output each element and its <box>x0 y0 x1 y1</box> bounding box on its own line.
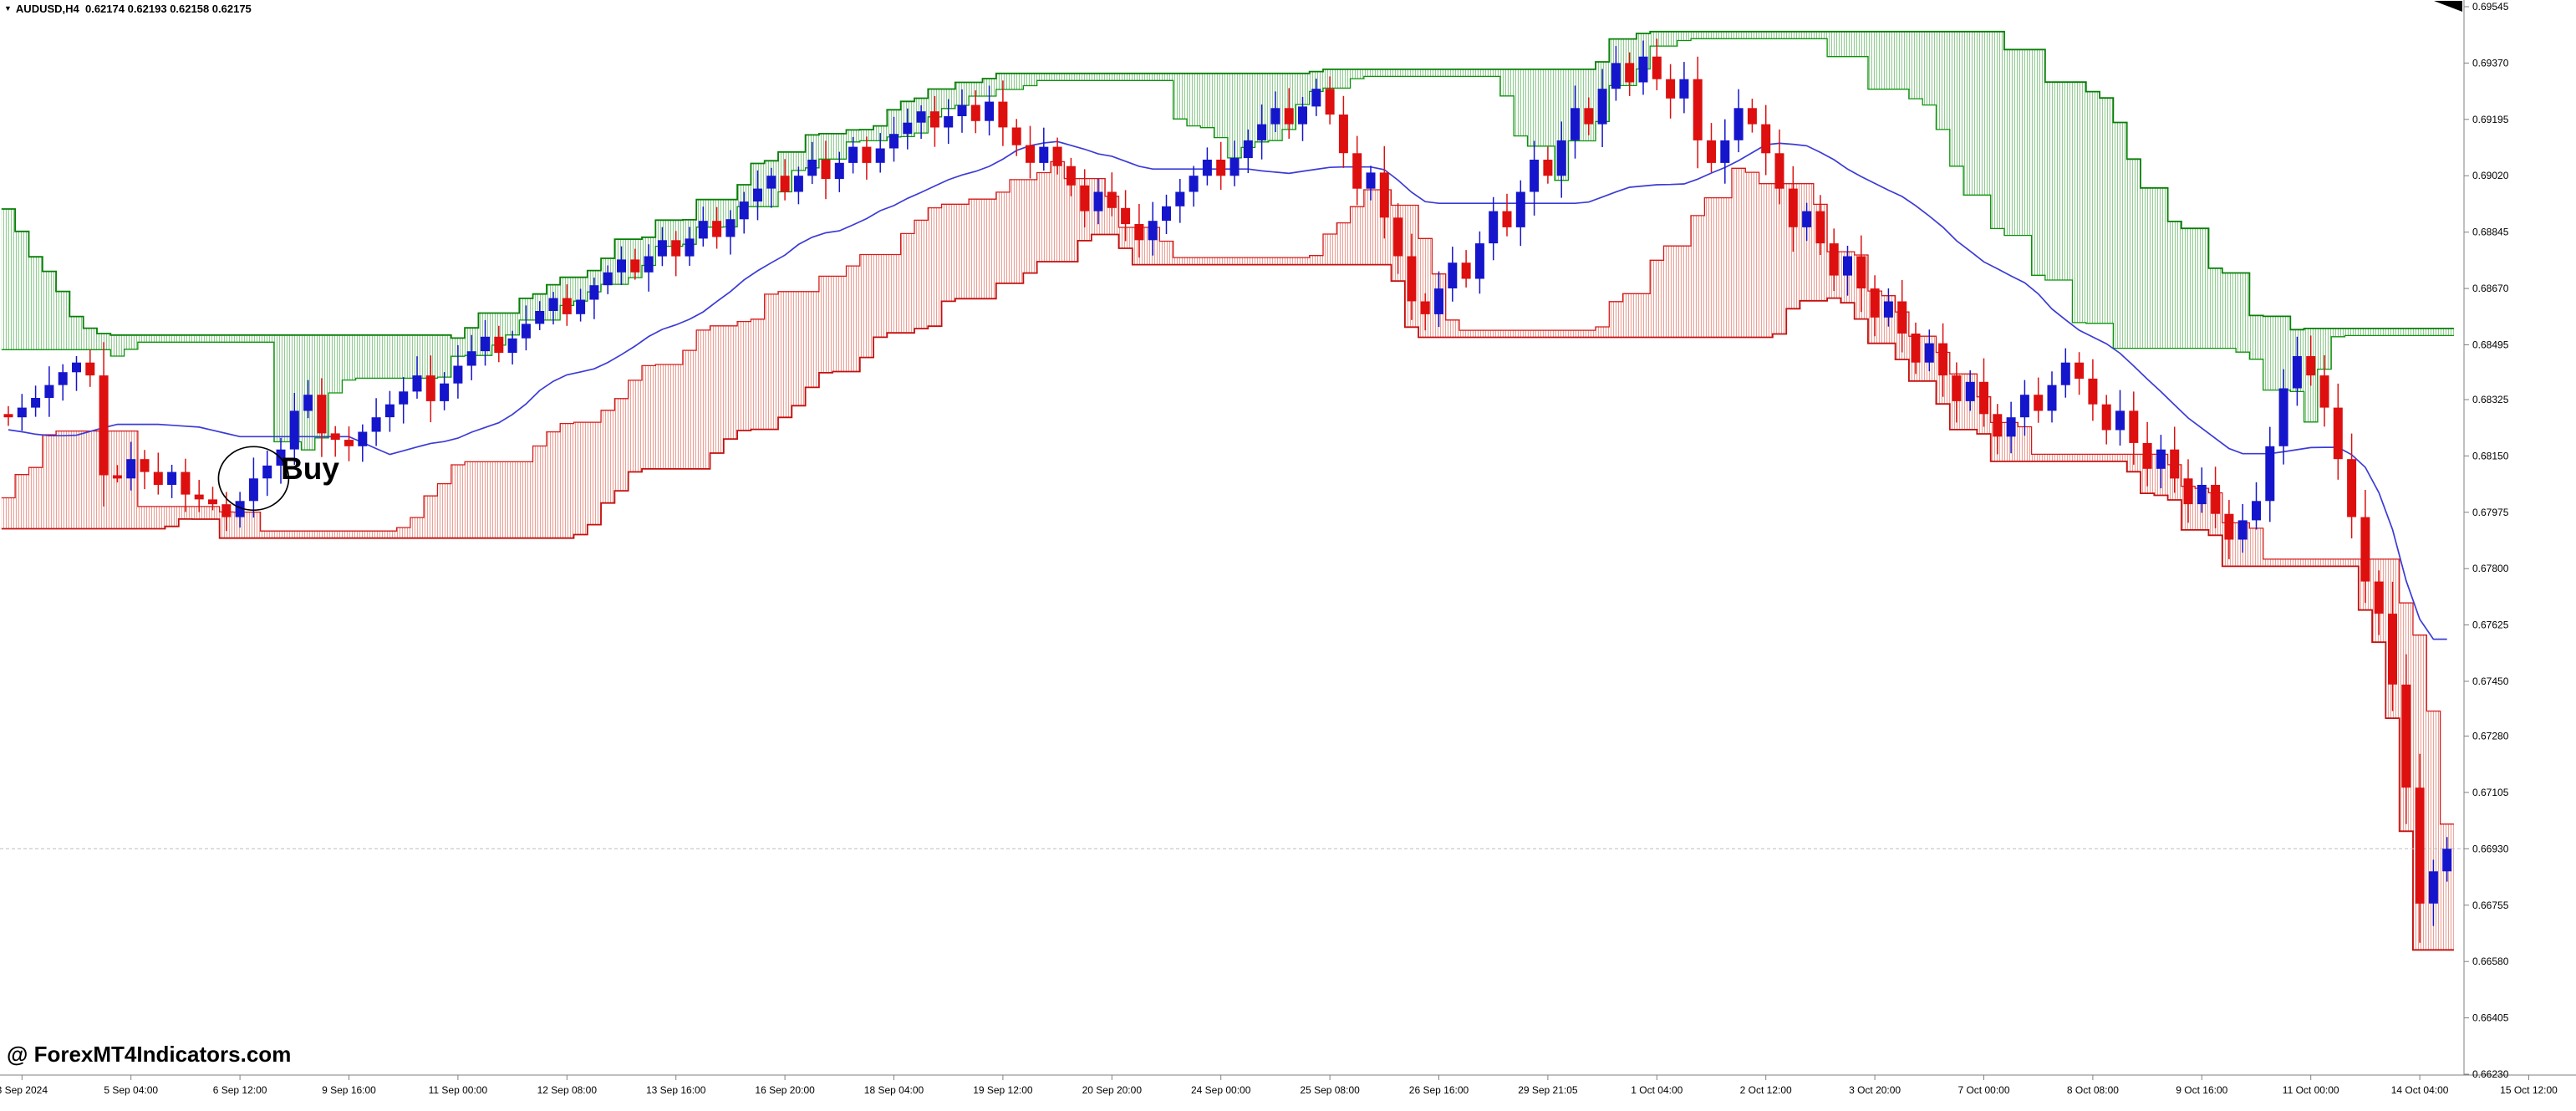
price-axis-label: 0.66580 <box>2472 956 2509 967</box>
time-axis-label: 14 Oct 04:00 <box>2391 1084 2449 1096</box>
time-axis-label: 16 Sep 20:00 <box>755 1084 815 1096</box>
symbol-dropdown-triangle-icon: ▼ <box>4 4 12 13</box>
symbol-ohlc-text: AUDUSD,H4 0.62174 0.62193 0.62158 0.6217… <box>15 3 252 15</box>
time-axis-label: 19 Sep 12:00 <box>973 1084 1033 1096</box>
price-axis-label: 0.69195 <box>2472 114 2509 125</box>
price-axis-label: 0.68325 <box>2472 394 2509 405</box>
price-axis-label: 0.68845 <box>2472 227 2509 238</box>
price-axis-label: 0.67280 <box>2472 731 2509 742</box>
price-axis[interactable]: 0.69545 0.69370 0.69195 0.69020 0.68845 0.686… <box>2464 1 2509 1080</box>
time-axis-label: 9 Oct 16:00 <box>2176 1084 2227 1096</box>
time-axis-label: 2 Oct 12:00 <box>1740 1084 1792 1096</box>
time-axis-label: 3 Oct 20:00 <box>1849 1084 1901 1096</box>
chart-header: ▼ AUDUSD,H4 0.62174 0.62193 0.62158 0.62… <box>4 3 252 15</box>
price-axis-label: 0.69020 <box>2472 170 2509 181</box>
time-axis-label: 11 Sep 00:00 <box>429 1084 488 1096</box>
price-axis-label: 0.66755 <box>2472 900 2509 911</box>
time-axis-label: 13 Sep 16:00 <box>646 1084 706 1096</box>
time-axis-label: 29 Sep 21:05 <box>1518 1084 1578 1096</box>
upper-channel-outer-line <box>1 30 2454 339</box>
time-axis[interactable]: 3 Sep 2024 5 Sep 04:00 6 Sep 12:00 9 Sep 16… <box>0 1075 2558 1096</box>
time-axis-label: 18 Sep 04:00 <box>864 1084 924 1096</box>
upper-channel-fill <box>1 31 2454 451</box>
candles <box>3 38 2452 943</box>
baseline-line <box>8 140 2447 640</box>
chart-shift-triangle-icon[interactable] <box>2434 1 2462 12</box>
buy-annotation-label: Buy <box>281 451 339 486</box>
buy-circle <box>217 446 290 512</box>
time-axis-label: 26 Sep 16:00 <box>1409 1084 1469 1096</box>
time-axis-label: 8 Oct 08:00 <box>2067 1084 2119 1096</box>
price-axis-label: 0.66405 <box>2472 1012 2509 1024</box>
upper-channel-inner-line <box>1 38 2454 451</box>
time-axis-label: 11 Oct 00:00 <box>2283 1084 2339 1096</box>
price-axis-label: 0.69370 <box>2472 57 2509 69</box>
time-axis-label: 6 Sep 12:00 <box>213 1084 267 1096</box>
price-axis-label: 0.67105 <box>2472 787 2509 798</box>
lower-channel-outer-line <box>1 233 2454 951</box>
price-axis-label: 0.66930 <box>2472 843 2509 854</box>
time-axis-label: 12 Sep 08:00 <box>537 1084 598 1096</box>
price-axis-label: 0.69545 <box>2472 1 2509 13</box>
price-axis-label: 0.67450 <box>2472 675 2509 687</box>
price-axis-label: 0.66230 <box>2472 1068 2509 1080</box>
price-axis-label: 0.68495 <box>2472 339 2509 351</box>
time-axis-label: 1 Oct 04:00 <box>1631 1084 1683 1096</box>
time-axis-label: 24 Sep 00:00 <box>1191 1084 1251 1096</box>
watermark-text: @ ForexMT4Indicators.com <box>7 1042 292 1067</box>
price-axis-label: 0.68670 <box>2472 283 2509 294</box>
price-axis-label: 0.67625 <box>2472 619 2509 631</box>
time-axis-label: 15 Oct 12:00 <box>2500 1084 2558 1096</box>
time-axis-label: 20 Sep 20:00 <box>1082 1084 1143 1096</box>
time-axis-label: 5 Sep 04:00 <box>104 1084 158 1096</box>
time-axis-label: 7 Oct 00:00 <box>1957 1084 2009 1096</box>
time-axis-label: 3 Sep 2024 <box>0 1084 48 1096</box>
time-axis-label: 9 Sep 16:00 <box>322 1084 376 1096</box>
price-axis-label: 0.67975 <box>2472 507 2509 518</box>
price-axis-label: 0.67800 <box>2472 563 2509 574</box>
price-axis-label: 0.68150 <box>2472 450 2509 461</box>
time-axis-label: 25 Sep 08:00 <box>1300 1084 1360 1096</box>
